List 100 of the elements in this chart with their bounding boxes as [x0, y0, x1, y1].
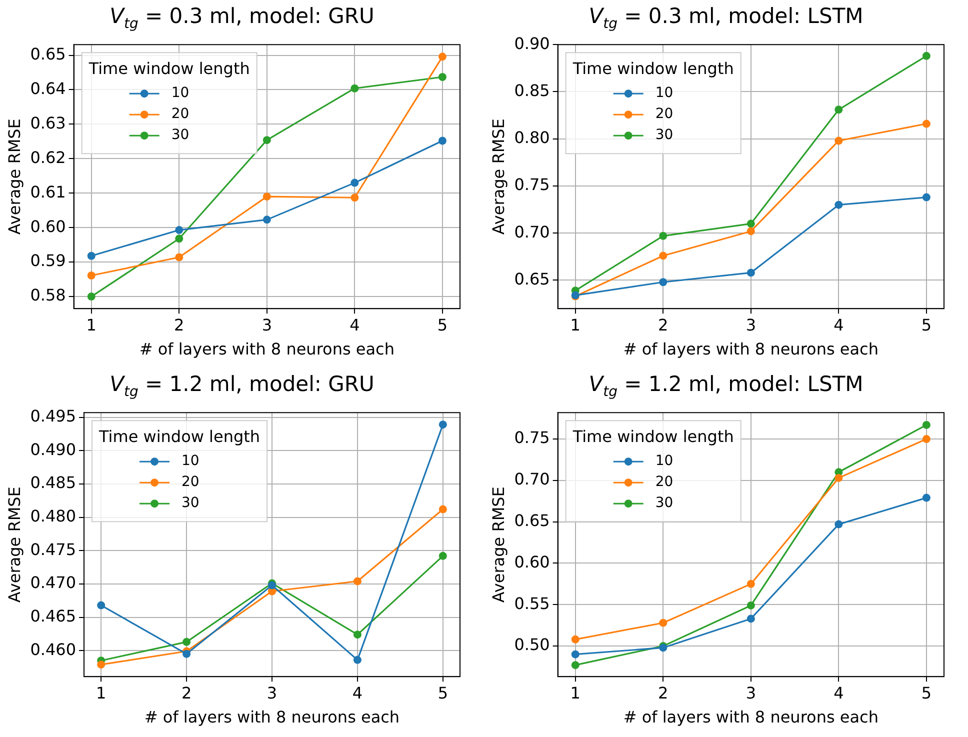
point [834, 474, 843, 482]
x-tick-label: 2 [658, 315, 668, 334]
y-tick-label: 0.460 [30, 640, 76, 659]
point [659, 232, 668, 240]
point [746, 580, 755, 588]
point [438, 505, 447, 514]
chart-title: V$_{tg}$ = 0.3 ml, model: LSTM [588, 4, 864, 32]
y-tick-label: 0.490 [30, 440, 76, 459]
y-tick-label: 0.58 [30, 286, 66, 305]
legend-label: 30 [655, 127, 674, 144]
x-tick-label: 3 [266, 683, 278, 702]
x-tick-label: 3 [262, 315, 272, 334]
x-tick-label: 2 [181, 683, 192, 702]
point [571, 661, 580, 670]
chart-title: V$_{tg}$ = 1.2 ml, model: LSTM [588, 372, 864, 400]
x-tick-label: 1 [570, 683, 580, 702]
y-axis-title: Average RMSE [4, 486, 24, 603]
x-tick-label: 5 [921, 683, 932, 702]
y-axis-title: Average RMSE [488, 486, 508, 603]
point [834, 136, 843, 145]
y-tick-label: 0.59 [30, 251, 66, 270]
legend-label: 10 [182, 453, 200, 470]
x-axis-title: # of layers with 8 neurons each [144, 708, 400, 727]
point [571, 635, 580, 644]
x-tick-label: 3 [746, 315, 756, 334]
point [922, 193, 930, 202]
legend-title: Time window length [572, 426, 734, 446]
point [922, 420, 930, 429]
x-tick-label: 4 [352, 683, 363, 702]
point [262, 136, 271, 144]
x-tick-label: 1 [570, 315, 580, 334]
point [353, 630, 362, 639]
chart-title: V$_{tg}$ = 0.3 ml, model: GRU [108, 4, 376, 32]
y-tick-label: 0.55 [514, 594, 550, 613]
point [87, 292, 96, 301]
x-tick-label: 4 [834, 683, 844, 702]
point [659, 618, 668, 627]
y-tick-label: 0.62 [30, 148, 66, 167]
y-tick-label: 0.65 [514, 510, 550, 530]
legend-label: 20 [171, 106, 190, 122]
legend-label: 10 [655, 453, 674, 470]
point [834, 520, 843, 528]
point [182, 650, 191, 658]
point [353, 656, 362, 664]
x-tick-label: 5 [921, 315, 932, 334]
y-tick-label: 0.50 [514, 635, 550, 654]
x-tick-label: 2 [174, 315, 184, 334]
point [353, 577, 362, 586]
point [438, 552, 447, 560]
x-axis-title: # of layers with 8 neurons each [623, 708, 878, 727]
y-tick-label: 0.60 [514, 552, 550, 572]
y-axis-title: Average RMSE [488, 118, 508, 235]
y-axis-title: Average RMSE [4, 118, 24, 235]
legend-title: Time window length [98, 426, 260, 446]
legend-title: Time window length [88, 58, 250, 78]
y-tick-label: 0.75 [514, 428, 550, 448]
x-tick-label: 2 [658, 683, 668, 702]
point [182, 638, 191, 646]
legend-label: 10 [171, 85, 190, 102]
point [350, 194, 359, 202]
point [262, 192, 271, 201]
x-tick-label: 3 [746, 683, 756, 702]
y-tick-label: 0.495 [30, 406, 76, 426]
x-tick-label: 4 [350, 315, 360, 334]
y-tick-label: 0.470 [30, 573, 76, 592]
point [922, 494, 930, 502]
y-tick-label: 0.61 [30, 182, 66, 202]
x-axis-title: # of layers with 8 neurons each [623, 340, 878, 359]
y-tick-label: 0.64 [30, 78, 66, 98]
y-tick-label: 0.480 [30, 506, 76, 526]
legend-title: Time window length [572, 58, 734, 78]
point [571, 650, 580, 658]
legend-label: 30 [182, 495, 200, 512]
point [438, 52, 446, 61]
legend-label: 20 [655, 106, 674, 122]
legend-label: 20 [182, 474, 200, 490]
y-tick-label: 0.65 [30, 44, 66, 64]
y-tick-label: 0.485 [30, 473, 76, 492]
point [746, 601, 755, 610]
x-tick-label: 5 [438, 683, 448, 702]
y-tick-label: 0.90 [514, 34, 550, 53]
y-tick-label: 0.65 [514, 269, 550, 288]
point [438, 136, 446, 145]
legend-label: 30 [655, 495, 674, 512]
y-tick-label: 0.70 [514, 470, 550, 489]
point [438, 420, 447, 429]
legend-label: 30 [171, 127, 190, 144]
y-tick-label: 0.63 [30, 113, 66, 132]
point [175, 226, 184, 234]
point [922, 120, 930, 128]
y-tick-label: 0.70 [514, 222, 550, 242]
point [97, 601, 106, 610]
point [746, 268, 755, 277]
x-tick-label: 1 [86, 315, 96, 334]
legend-label: 10 [655, 85, 674, 102]
point [438, 72, 446, 81]
point [746, 220, 755, 228]
y-tick-label: 0.475 [30, 540, 76, 559]
point [746, 614, 755, 623]
point [175, 234, 184, 243]
